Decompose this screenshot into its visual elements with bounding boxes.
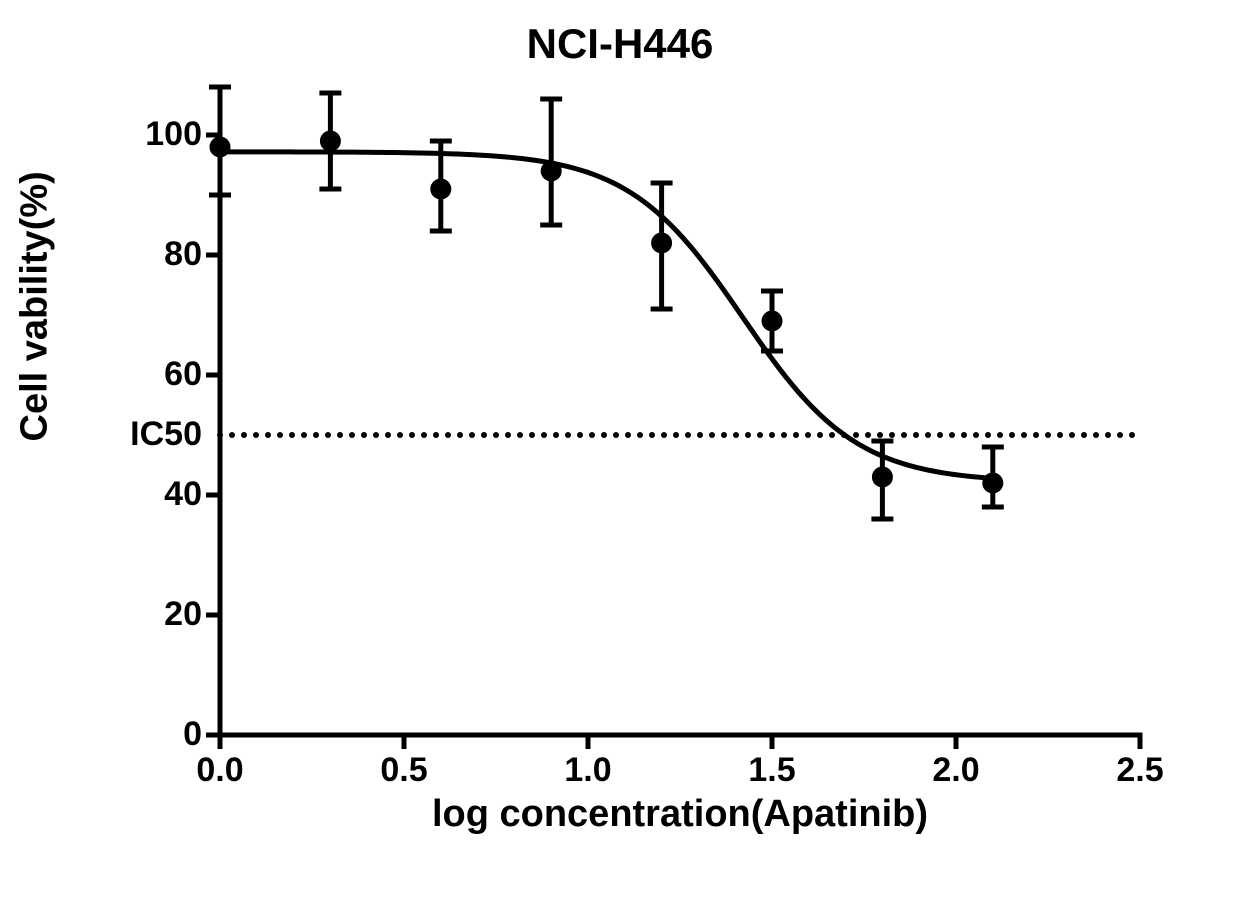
- chart-svg: [220, 135, 1140, 735]
- y-tick-label: 60: [132, 355, 202, 394]
- x-tick-label: 1.0: [558, 751, 618, 790]
- y-axis-label: Cell vability(%): [14, 171, 57, 441]
- ic50-label: IC50: [112, 415, 202, 454]
- x-tick-label: 2.0: [926, 751, 986, 790]
- y-tick-label: 0: [132, 715, 202, 754]
- x-tick-label: 0.5: [374, 751, 434, 790]
- plot-area: [220, 135, 1140, 735]
- x-tick-label: 2.5: [1110, 751, 1170, 790]
- chart-title: NCI-H446: [50, 20, 1190, 68]
- x-tick-label: 0.0: [190, 751, 250, 790]
- y-tick-label: 80: [132, 235, 202, 274]
- chart-container: NCI-H446 Cell vability(%) log concentrat…: [50, 20, 1190, 890]
- x-axis-label: log concentration(Apatinib): [220, 793, 1140, 836]
- x-tick-label: 1.5: [742, 751, 802, 790]
- y-tick-label: 20: [132, 595, 202, 634]
- y-tick-label: 40: [132, 475, 202, 514]
- y-tick-label: 100: [132, 115, 202, 154]
